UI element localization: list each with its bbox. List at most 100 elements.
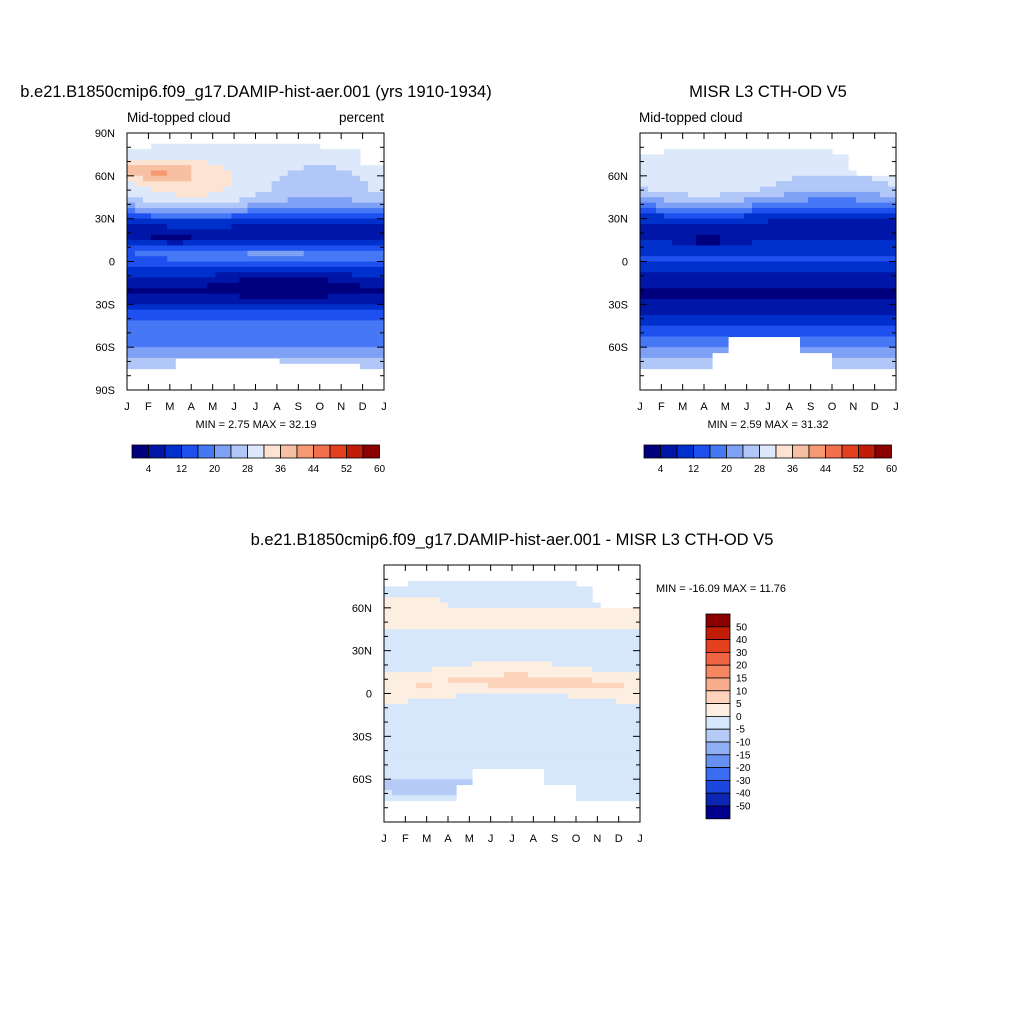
heatmap-cell [792, 181, 801, 188]
heatmap-cell [335, 309, 345, 316]
heatmap-cell [680, 336, 689, 343]
heatmap-cell [424, 682, 433, 689]
heatmap-cell [239, 191, 249, 198]
heatmap-cell [592, 789, 601, 796]
heatmap-cell [736, 293, 745, 300]
heatmap-cell [440, 677, 449, 684]
heatmap-cell [792, 186, 801, 193]
heatmap-cell [720, 293, 729, 300]
heatmap-cell [584, 623, 593, 630]
heatmap-cell [343, 170, 353, 177]
heatmap-cell [728, 159, 737, 166]
heatmap-cell [664, 224, 673, 230]
heatmap-cell [135, 218, 144, 225]
heatmap-cell [536, 597, 545, 604]
heatmap-cell [400, 768, 409, 775]
heatmap-cell [680, 352, 689, 359]
heatmap-cell [824, 149, 833, 156]
heatmap-cell [760, 304, 769, 311]
heatmap-cell [840, 207, 849, 214]
heatmap-cell [784, 277, 793, 284]
x-tick-label: J [744, 401, 750, 413]
heatmap-cell [680, 186, 689, 193]
heatmap-cell [255, 154, 265, 161]
heatmap-cell [400, 661, 409, 668]
heatmap-cell [864, 261, 873, 268]
heatmap-cell [327, 336, 337, 343]
heatmap-cell [456, 698, 465, 705]
heatmap-cell [351, 282, 361, 289]
heatmap-cell [392, 634, 401, 641]
heatmap-cell [640, 320, 649, 327]
heatmap-cell [624, 784, 633, 791]
heatmap-cell [440, 768, 449, 775]
heatmap-cell [568, 682, 577, 689]
heatmap-cell [287, 250, 297, 257]
heatmap-cell [472, 763, 481, 770]
heatmap-cell [223, 336, 233, 343]
heatmap-cell [448, 682, 457, 689]
heatmap-cell [263, 336, 273, 343]
heatmap-cell [327, 191, 337, 198]
heatmap-cell [343, 315, 353, 321]
heatmap-cell [856, 197, 865, 204]
heatmap-cell [287, 218, 297, 225]
heatmap-cell [239, 298, 249, 305]
heatmap-cell [135, 202, 144, 209]
heatmap-cell [512, 581, 521, 588]
heatmap-cell [536, 725, 545, 732]
heatmap-cell [760, 165, 769, 172]
heatmap-cell [327, 229, 337, 236]
heatmap-cell [576, 720, 585, 727]
heatmap-cell [440, 725, 449, 732]
heatmap-cell [752, 320, 761, 327]
heatmap-cell [303, 261, 313, 268]
heatmap-cell [592, 704, 601, 711]
heatmap-cell [488, 763, 497, 770]
heatmap-cell [408, 747, 417, 753]
heatmap-cell [696, 320, 705, 327]
heatmap-cell [736, 261, 745, 268]
heatmap-cell [560, 602, 569, 609]
heatmap-cell [367, 266, 377, 273]
heatmap-cell [872, 272, 881, 279]
heatmap-cell [343, 341, 353, 348]
heatmap-cell [448, 581, 457, 588]
heatmap-cell [512, 747, 521, 753]
heatmap-cell [295, 261, 305, 268]
heatmap-cell [127, 282, 136, 289]
heatmap-cell [520, 629, 529, 636]
heatmap-cell [311, 309, 321, 316]
heatmap-cell [560, 704, 569, 711]
heatmap-cell [279, 304, 289, 311]
heatmap-cell [528, 618, 537, 625]
heatmap-cell [167, 143, 176, 150]
heatmap-cell [432, 639, 441, 646]
heatmap-cell [432, 779, 441, 786]
heatmap-cell [880, 320, 889, 327]
heatmap-cell [191, 245, 200, 252]
heatmap-cell [448, 602, 457, 609]
panel-diff-title: b.e21.B1850cmip6.f09_g17.DAMIP-hist-aer.… [251, 531, 774, 549]
heatmap-cell [680, 309, 689, 316]
heatmap-cell [672, 272, 681, 279]
heatmap-cell [191, 347, 200, 354]
heatmap-cell [271, 288, 281, 295]
heatmap-cell [592, 682, 601, 689]
heatmap-cell [848, 240, 857, 247]
heatmap-cell [287, 315, 297, 321]
heatmap-cell [512, 714, 521, 721]
heatmap-cell [255, 175, 265, 182]
heatmap-cell [752, 218, 761, 225]
heatmap-cell [760, 320, 769, 327]
heatmap-cell [416, 730, 425, 737]
heatmap-cell [616, 656, 625, 662]
heatmap-cell [744, 304, 753, 311]
heatmap-cell [808, 213, 817, 220]
heatmap-cell [384, 763, 393, 770]
heatmap-cell [608, 688, 617, 695]
heatmap-cell [608, 677, 617, 684]
heatmap-cell [223, 154, 233, 161]
heatmap-cell [872, 245, 881, 252]
heatmap-cell [367, 320, 377, 327]
